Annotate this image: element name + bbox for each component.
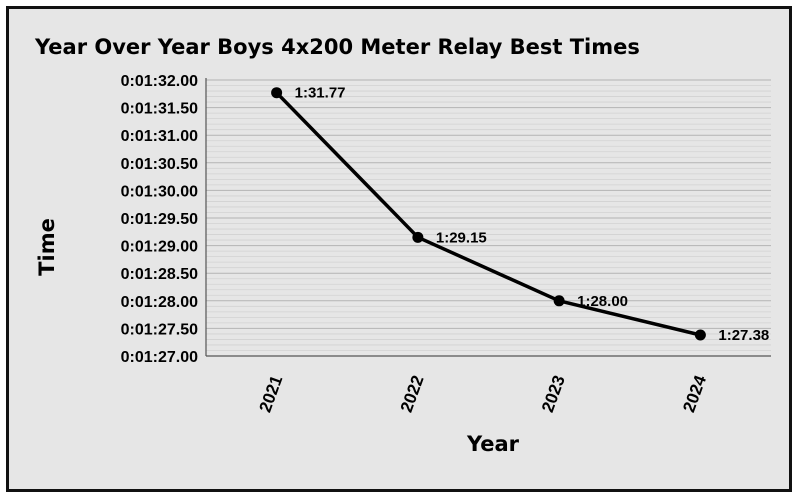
gridlines xyxy=(206,79,771,357)
y-tick-label: 0:01:30.00 xyxy=(121,183,198,200)
x-tick-label: 2021 xyxy=(256,373,287,415)
x-tick-label: 2024 xyxy=(679,372,710,415)
y-tick-label: 0:01:27.50 xyxy=(121,321,198,338)
data-label: 1:27.38 xyxy=(718,327,769,344)
chart-frame: Year Over Year Boys 4x200 Meter Relay Be… xyxy=(6,6,792,492)
x-tick-label: 2023 xyxy=(538,373,569,415)
y-tick-label: 0:01:29.50 xyxy=(121,211,198,228)
y-tick-label: 0:01:28.00 xyxy=(121,294,198,311)
data-label: 1:31.77 xyxy=(295,85,346,102)
y-axis-title: Time xyxy=(35,218,59,276)
x-tick-label: 2022 xyxy=(397,373,428,415)
y-tick-label: 0:01:28.50 xyxy=(121,266,198,283)
axes xyxy=(205,78,771,357)
data-point xyxy=(553,295,565,307)
y-tick-label: 0:01:31.50 xyxy=(121,101,198,118)
series-line xyxy=(275,91,701,337)
x-axis-ticks: 2021 2022 2023 2024 xyxy=(256,372,711,415)
y-tick-label: 0:01:29.00 xyxy=(121,239,198,256)
chart: Year Over Year Boys 4x200 Meter Relay Be… xyxy=(34,35,771,456)
y-tick-label: 0:01:31.00 xyxy=(121,128,198,145)
y-axis-ticks: 0:01:32.00 0:01:31.50 0:01:31.00 0:01:30.50… xyxy=(121,73,198,366)
x-axis-title: Year xyxy=(466,432,520,456)
data-labels: 1:31.77 1:29.15 1:28.00 1:27.38 xyxy=(295,85,770,344)
y-tick-label: 0:01:27.00 xyxy=(121,349,198,366)
data-point xyxy=(271,87,283,99)
data-label: 1:28.00 xyxy=(577,293,628,310)
data-point xyxy=(412,231,424,243)
chart-title: Year Over Year Boys 4x200 Meter Relay Be… xyxy=(34,35,640,59)
y-tick-label: 0:01:32.00 xyxy=(121,73,198,90)
data-point xyxy=(694,329,706,341)
y-tick-label: 0:01:30.50 xyxy=(121,156,198,173)
series xyxy=(271,87,706,341)
data-label: 1:29.15 xyxy=(436,229,487,246)
